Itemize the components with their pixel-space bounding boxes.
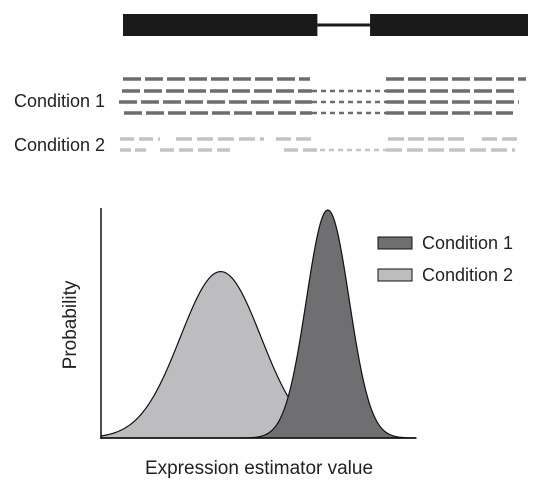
legend-label-condition-1: Condition 1	[422, 233, 513, 253]
exon-2	[370, 14, 528, 36]
condition-1-reads-label: Condition 1	[14, 91, 105, 111]
condition-2-reads-label: Condition 2	[14, 135, 105, 155]
y-axis-title: Probability	[60, 280, 81, 369]
legend-swatch-condition-2	[377, 268, 413, 282]
condition-2-reads	[120, 137, 522, 152]
exon-1	[123, 14, 318, 36]
density-chart: Expression estimator value Probability C…	[60, 208, 513, 479]
condition-1-reads	[119, 77, 526, 115]
legend-label-condition-2: Condition 2	[422, 265, 513, 285]
legend: Condition 1 Condition 2	[377, 233, 513, 285]
gene-model	[123, 14, 528, 36]
x-axis-title: Expression estimator value	[145, 458, 373, 479]
legend-swatch-condition-1	[377, 236, 413, 250]
